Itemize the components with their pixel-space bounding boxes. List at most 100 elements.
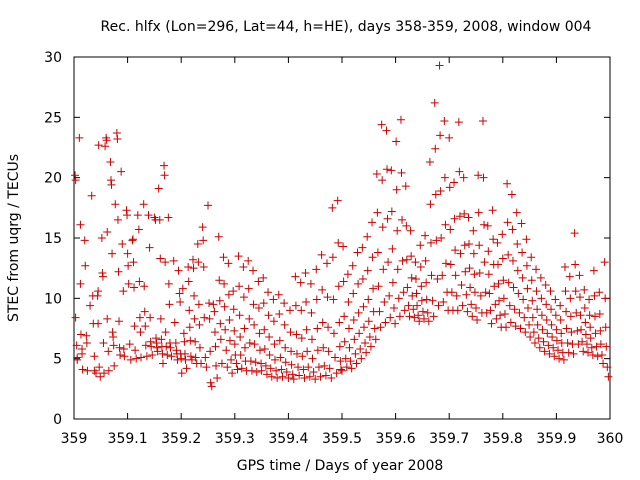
data-point	[336, 365, 345, 374]
data-point	[317, 250, 326, 259]
data-point	[371, 335, 380, 344]
data-point	[450, 214, 459, 223]
data-point	[436, 186, 445, 195]
data-point	[295, 371, 304, 380]
data-point	[589, 266, 598, 275]
data-point	[227, 355, 236, 364]
data-point	[123, 249, 132, 258]
data-point	[580, 303, 589, 312]
data-point	[480, 220, 489, 229]
data-point	[179, 329, 188, 338]
data-point	[207, 382, 216, 391]
data-point	[357, 354, 366, 363]
data-point	[437, 234, 446, 242]
data-point	[378, 176, 387, 185]
data-point	[320, 361, 329, 370]
data-point	[266, 364, 275, 373]
data-point	[304, 363, 313, 372]
data-point	[297, 306, 306, 315]
data-point	[288, 370, 297, 379]
data-point	[156, 254, 165, 263]
data-point	[195, 343, 204, 352]
data-point	[267, 372, 276, 381]
data-point	[556, 301, 565, 310]
data-point	[163, 351, 172, 360]
x-tick-label: 359.5	[322, 431, 362, 447]
data-point	[600, 258, 609, 267]
data-point	[123, 211, 132, 220]
data-point	[537, 311, 546, 320]
data-point	[579, 347, 588, 356]
data-point	[397, 168, 406, 177]
data-point	[124, 261, 133, 270]
data-point	[504, 250, 513, 259]
data-point	[94, 141, 103, 150]
data-point	[160, 171, 169, 180]
data-point	[255, 329, 264, 338]
data-point	[424, 317, 433, 326]
data-point	[355, 329, 364, 338]
data-point	[291, 272, 300, 281]
data-point	[353, 248, 362, 257]
data-point	[275, 310, 284, 319]
data-point	[462, 290, 471, 299]
data-point	[363, 232, 372, 241]
data-point	[316, 372, 325, 381]
data-point	[513, 266, 522, 275]
data-point	[177, 354, 186, 363]
data-point	[249, 266, 258, 275]
data-point	[464, 213, 473, 222]
data-point	[540, 347, 549, 356]
x-tick-label: 359.7	[429, 431, 469, 447]
data-point	[372, 170, 381, 179]
data-point	[106, 157, 115, 166]
data-point	[467, 300, 476, 309]
data-point	[373, 208, 382, 217]
data-point	[416, 262, 425, 271]
data-point	[538, 325, 547, 334]
data-point	[83, 366, 92, 375]
data-point	[191, 337, 200, 346]
data-point	[354, 279, 363, 288]
data-point	[140, 307, 149, 316]
data-point	[224, 290, 233, 299]
data-point	[422, 295, 431, 304]
data-point	[348, 261, 357, 270]
data-point	[395, 312, 404, 321]
data-point	[87, 191, 96, 200]
data-point	[414, 311, 423, 320]
data-point	[301, 268, 310, 277]
data-point	[576, 311, 585, 320]
data-point	[489, 235, 498, 244]
data-point	[96, 372, 105, 381]
data-point	[491, 300, 500, 309]
data-point	[455, 167, 464, 176]
data-point	[569, 349, 578, 358]
data-point	[378, 223, 387, 232]
x-tick-label: 359.9	[536, 431, 576, 447]
data-point	[548, 332, 557, 341]
data-point	[100, 369, 109, 378]
data-point	[502, 323, 511, 332]
data-point	[366, 342, 375, 351]
data-point	[552, 325, 561, 334]
data-point	[525, 320, 534, 329]
data-point	[76, 279, 85, 288]
data-point	[245, 338, 254, 347]
data-point	[596, 326, 605, 335]
data-point	[514, 289, 523, 298]
data-point	[475, 268, 484, 277]
data-point	[340, 337, 349, 346]
data-point	[186, 336, 195, 345]
data-point	[481, 288, 490, 297]
data-point	[174, 266, 183, 275]
data-point	[236, 332, 245, 341]
plot-frame	[73, 56, 611, 420]
data-point	[313, 324, 322, 333]
data-point	[529, 328, 538, 337]
data-point	[494, 279, 503, 288]
data-point	[493, 238, 502, 247]
data-point	[554, 346, 563, 355]
data-point	[562, 307, 571, 316]
data-point	[387, 207, 396, 216]
